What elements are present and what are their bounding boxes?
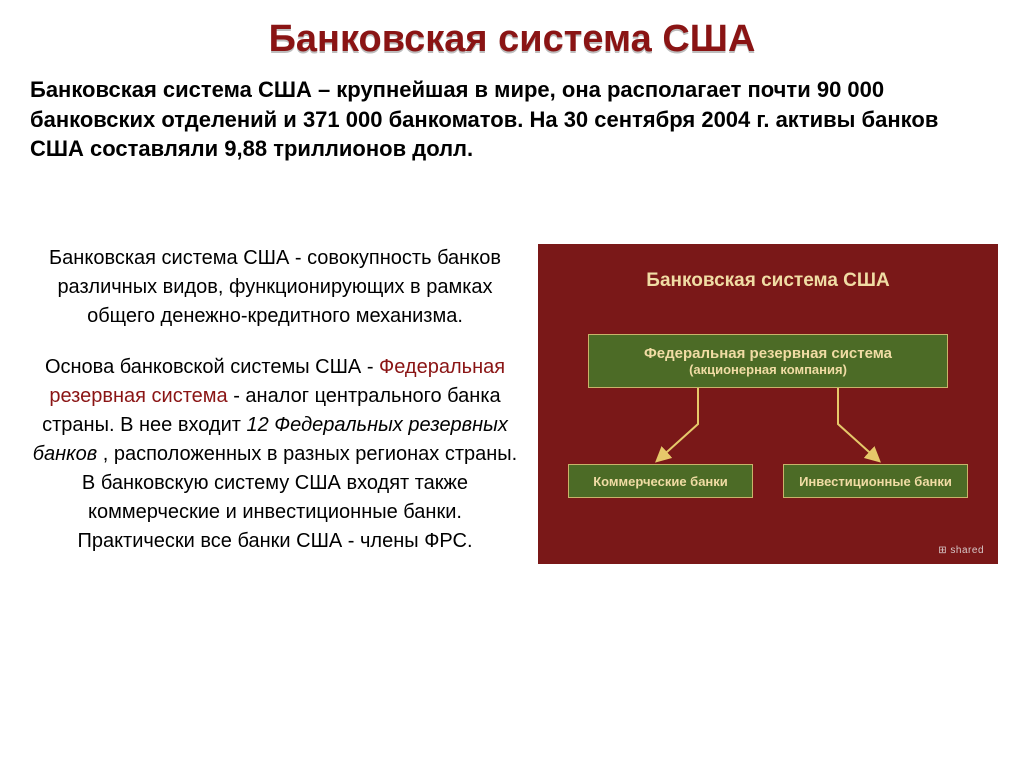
diagram-box-top: Федеральная резервная система (акционерн… [588, 334, 948, 388]
slide-title: Банковская система США [30, 18, 994, 61]
diagram-wrap: Банковская система США Федеральная резер… [538, 244, 998, 578]
slide: Банковская система США Банковская систем… [0, 0, 1024, 768]
left-paragraph-1: Банковская система США - совокупность ба… [30, 244, 520, 331]
diagram-arrows [538, 244, 998, 564]
slide-title-wrap: Банковская система США Банковская систем… [30, 18, 994, 61]
box-right-line1: Инвестиционные банки [799, 474, 952, 489]
arrow-2 [838, 388, 878, 460]
diagram-box-right: Инвестиционные банки [783, 464, 968, 498]
content-row: Банковская система США - совокупность ба… [30, 244, 994, 578]
watermark: ⊞ shared [938, 545, 984, 556]
diagram-title: Банковская система США [538, 244, 998, 292]
left-column: Банковская система США - совокупность ба… [30, 244, 520, 578]
box-top-line1: Федеральная резервная система [644, 345, 892, 362]
p2-text-c: , расположенных в разных регионах страны… [77, 443, 517, 552]
left-paragraph-2: Основа банковской системы США - Федераль… [30, 353, 520, 556]
box-top-line2: (акционерная компания) [689, 362, 847, 377]
arrow-1 [658, 388, 698, 460]
intro-paragraph: Банковская система США – крупнейшая в ми… [30, 75, 994, 164]
diagram: Банковская система США Федеральная резер… [538, 244, 998, 564]
box-left-line1: Коммерческие банки [593, 474, 728, 489]
p2-text-a: Основа банковской системы США - [45, 356, 374, 378]
diagram-box-left: Коммерческие банки [568, 464, 753, 498]
